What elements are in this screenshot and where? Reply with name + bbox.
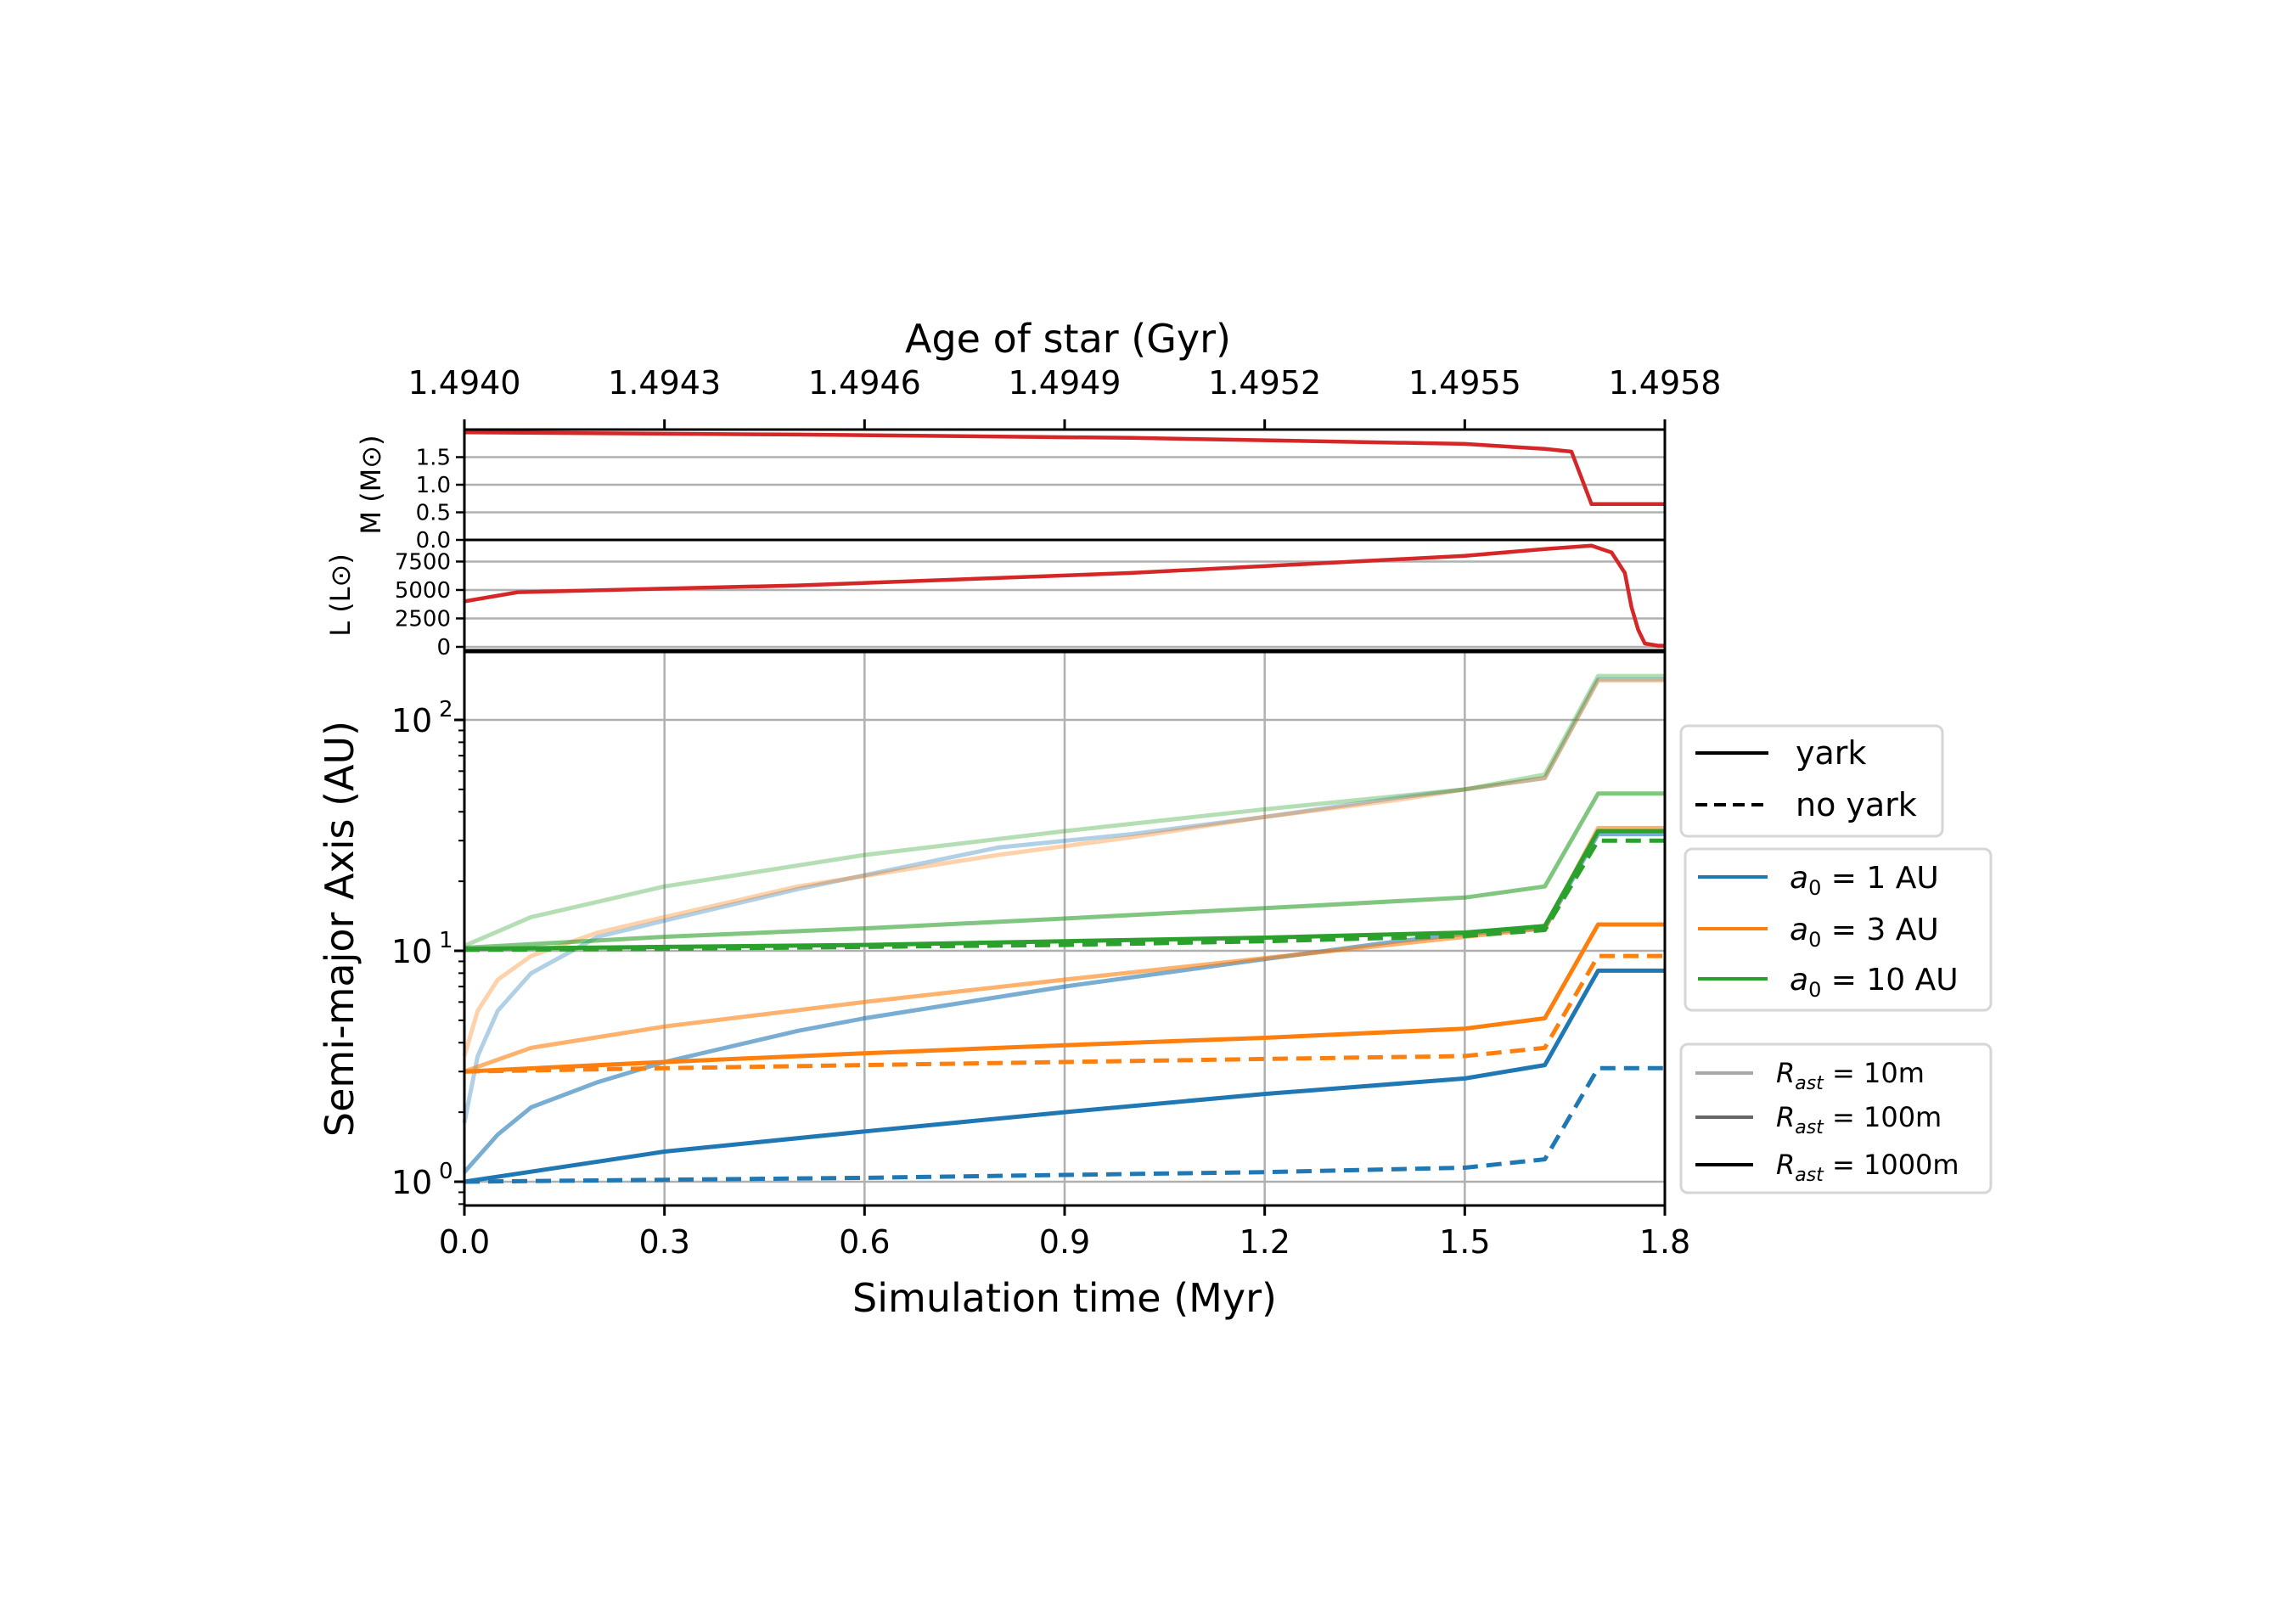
top-tick-label: 1.4949 [1009,364,1122,402]
orbit-series-a1-1000m-dashed [464,1065,1665,1184]
mass-series [464,430,1665,507]
mass-ylabel: M (M⊙) [355,435,387,534]
legend-r1000-label: Rast = 1000m [1776,1149,1959,1186]
top-tick-label: 1.4952 [1208,364,1321,402]
orbit-series-a3-1000m-dashed [464,953,1665,1074]
orbit-series-a10-100m-solid [464,791,1665,950]
main-ytick-exponent: 1 [439,928,453,953]
legend-r100-label: Rast = 100m [1776,1101,1942,1138]
panel-ytick-label: 0.5 [416,501,451,526]
main-ytick-exponent: 0 [439,1159,453,1184]
main-xtick-label: 1.5 [1439,1223,1490,1261]
panel-ytick-label: 7500 [395,549,451,575]
legend-solid-label: yark [1796,734,1866,772]
panel-ytick-label: 1.0 [416,473,451,498]
panel-ytick-label: 5000 [395,578,451,604]
orbit-series-a3-10m-solid [462,678,1665,1057]
top-tick-label: 1.4955 [1408,364,1521,402]
main-xtick-label: 0.0 [439,1223,490,1261]
top-axis-ticks: 1.4940 1.4943 1.4946 1.4949 1.4952 1.4955 1.49… [408,364,1722,430]
main-panel: 0.0 0.3 0.6 0.9 1.2 1.5 1.8 10 0 10 1 10 2 [391,650,1690,1261]
main-gridlines [463,652,1667,1205]
main-xtick-label: 1.2 [1239,1223,1290,1261]
orbit-series-a1-10m-solid [462,677,1665,1124]
panel-ytick-label: 1.5 [416,446,451,471]
legend-radius: Rast = 10m Rast = 100m Rast = 1000m [1679,1042,1993,1194]
main-ylabel: Semi-major Axis (AU) [317,721,363,1137]
main-xtick-label: 1.8 [1639,1223,1690,1261]
main-ticks: 0.0 0.3 0.6 0.9 1.2 1.5 1.8 10 0 10 1 10 2 [391,697,1690,1261]
legend-a0-1-label: a0 = 1 AU [1790,861,1939,900]
legend-a0-3-label: a0 = 3 AU [1790,913,1939,952]
orbit-series-a1-1000m-solid [464,968,1665,1184]
orbit-series-a10-1000m-dashed [464,838,1665,952]
mass-gridlines [464,456,1665,542]
stellar-series-line [464,543,1665,648]
main-xtick-label: 0.3 [638,1223,689,1261]
main-xtick-label: 0.6 [839,1223,890,1261]
luminosity-ylabel: L (L⊙) [324,554,357,637]
orbit-series-a3-1000m-solid [464,922,1665,1074]
mass-yticks: 0.00.5 1.01.5 [416,446,464,554]
panel-ytick-label: 2500 [395,606,451,632]
panel-ytick-label: 0.0 [416,528,451,554]
legend-a0-10-label: a0 = 10 AU [1790,963,1959,1002]
stellar-series-line [464,430,1665,507]
main-xlabel: Simulation time (Myr) [852,1275,1277,1321]
orbit-series-a10-10m-solid [464,673,1665,948]
main-ytick-label: 10 [391,1164,432,1201]
luminosity-series [464,543,1665,648]
top-tick-label: 1.4943 [608,364,721,402]
top-tick-label: 1.4946 [808,364,921,402]
main-ytick-exponent: 2 [439,697,453,722]
main-ytick-label: 10 [391,933,432,970]
mass-panel: 0.00.5 1.01.5 [416,428,1667,554]
main-frame [463,650,1667,1207]
main-xtick-label: 0.9 [1039,1223,1090,1261]
top-tick-label: 1.4958 [1609,364,1722,402]
main-series [462,673,1665,1184]
legend-r10-label: Rast = 10m [1776,1057,1925,1094]
main-ytick-label: 10 [391,702,432,739]
luminosity-frame [463,538,1667,652]
top-tick-label: 1.4940 [408,364,521,402]
legend-style: yark no yark [1679,724,1944,838]
panel-ytick-label: 0 [436,635,451,660]
legend-a0: a0 = 1 AU a0 = 3 AU a0 = 10 AU [1684,847,1993,1012]
legend-dashed-label: no yark [1796,786,1917,823]
top-axis-label: Age of star (Gyr) [905,316,1231,362]
